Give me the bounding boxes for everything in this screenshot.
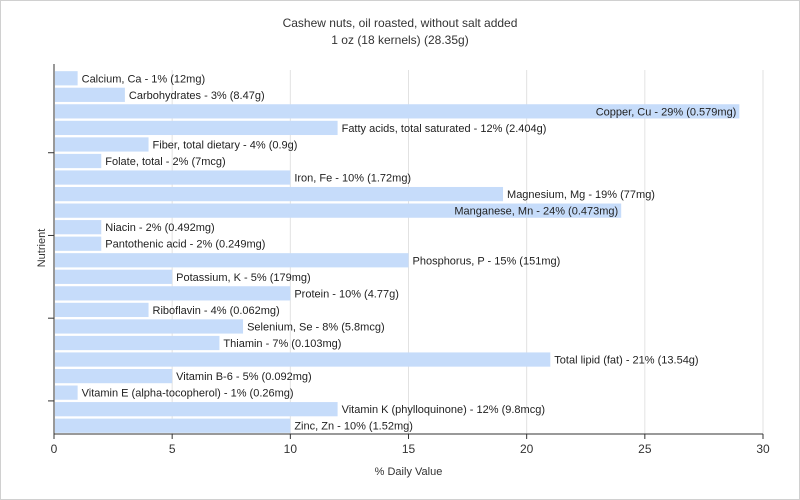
x-tick-label: 25 bbox=[638, 442, 652, 456]
bar-label: Manganese, Mn - 24% (0.473mg) bbox=[454, 206, 618, 218]
bar-label: Calcium, Ca - 1% (12mg) bbox=[82, 73, 205, 85]
bar-label: Protein - 10% (4.77g) bbox=[294, 288, 399, 300]
bar-label: Thiamin - 7% (0.103mg) bbox=[223, 338, 341, 350]
bar-label: Vitamin K (phylloquinone) - 12% (9.8mcg) bbox=[342, 404, 545, 416]
bar bbox=[55, 368, 173, 384]
bar bbox=[55, 253, 409, 268]
bar bbox=[55, 220, 102, 235]
chart-subtitle: 1 oz (18 kernels) (28.35g) bbox=[331, 33, 469, 47]
bar-label: Total lipid (fat) - 21% (13.54g) bbox=[554, 355, 698, 367]
bar bbox=[55, 120, 338, 136]
bar bbox=[55, 137, 149, 152]
bar-label: Riboflavin - 4% (0.062mg) bbox=[153, 305, 280, 317]
bar-label: Selenium, Se - 8% (5.8mcg) bbox=[247, 321, 385, 333]
bar-label: Vitamin B-6 - 5% (0.092mg) bbox=[176, 371, 312, 383]
bar-label: Fatty acids, total saturated - 12% (2.40… bbox=[342, 123, 547, 135]
bar-label: Copper, Cu - 29% (0.579mg) bbox=[596, 106, 737, 118]
x-tick-label: 15 bbox=[402, 442, 416, 456]
bar bbox=[55, 418, 291, 433]
bar bbox=[55, 335, 220, 351]
bar-label: Potassium, K - 5% (179mg) bbox=[176, 272, 311, 284]
bar bbox=[55, 319, 244, 334]
bar bbox=[55, 352, 551, 367]
chart-title: Cashew nuts, oil roasted, without salt a… bbox=[282, 16, 518, 30]
bar-label: Zinc, Zn - 10% (1.52mg) bbox=[294, 421, 413, 433]
bar bbox=[55, 203, 622, 218]
bar bbox=[55, 402, 338, 417]
bar bbox=[55, 104, 740, 119]
bar bbox=[55, 236, 102, 251]
bar-label: Folate, total - 2% (7mcg) bbox=[105, 156, 225, 168]
bar-label: Iron, Fe - 10% (1.72mg) bbox=[294, 173, 411, 185]
bar bbox=[55, 385, 78, 400]
bar-label: Niacin - 2% (0.492mg) bbox=[105, 222, 214, 234]
x-tick-label: 5 bbox=[169, 442, 176, 456]
bar bbox=[55, 87, 125, 102]
bar bbox=[55, 269, 173, 284]
bar-label: Fiber, total dietary - 4% (0.9g) bbox=[153, 139, 298, 151]
bar-label: Vitamin E (alpha-tocopherol) - 1% (0.26m… bbox=[82, 388, 294, 400]
x-tick-label: 20 bbox=[520, 442, 534, 456]
bar-label: Magnesium, Mg - 19% (77mg) bbox=[507, 189, 655, 201]
bar-label: Carbohydrates - 3% (8.47g) bbox=[129, 90, 265, 102]
bar-label: Phosphorus, P - 15% (151mg) bbox=[413, 255, 561, 267]
bar bbox=[55, 153, 102, 169]
bar bbox=[55, 186, 504, 202]
bar bbox=[55, 286, 291, 301]
x-tick-label: 30 bbox=[756, 442, 770, 456]
bar bbox=[55, 302, 149, 318]
bar bbox=[55, 71, 78, 86]
x-tick-label: 10 bbox=[284, 442, 298, 456]
bar bbox=[55, 170, 291, 185]
bar-label: Pantothenic acid - 2% (0.249mg) bbox=[105, 239, 265, 251]
x-axis-label: % Daily Value bbox=[374, 466, 443, 478]
x-tick-label: 0 bbox=[51, 442, 58, 456]
